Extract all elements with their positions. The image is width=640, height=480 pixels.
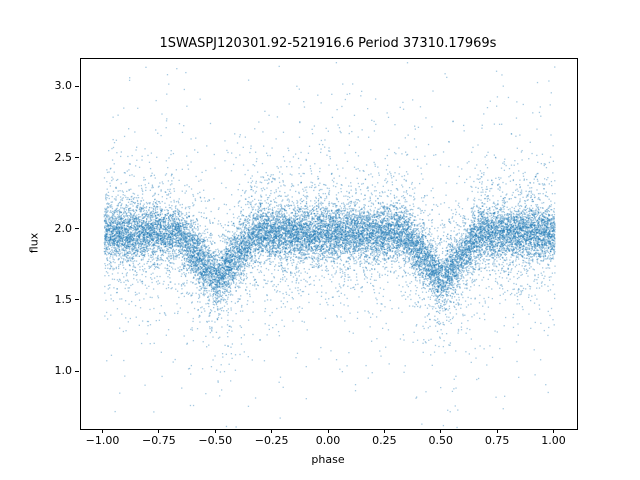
y-tick-label: 1.5 bbox=[54, 292, 73, 306]
x-tick-label: −1.00 bbox=[85, 434, 120, 447]
y-axis-label: flux bbox=[27, 232, 41, 254]
x-tick-mark bbox=[383, 429, 385, 433]
y-tick-mark bbox=[75, 85, 79, 87]
x-tick-mark bbox=[158, 429, 160, 433]
scatter-points-canvas bbox=[81, 59, 577, 429]
x-tick-mark bbox=[271, 429, 273, 433]
x-tick-label: 1.00 bbox=[541, 434, 566, 447]
y-tick-mark bbox=[75, 370, 79, 372]
x-tick-label: −0.25 bbox=[254, 434, 289, 447]
x-tick-label: 0.25 bbox=[372, 434, 397, 447]
y-tick-mark bbox=[75, 228, 79, 230]
plot-area bbox=[80, 58, 578, 430]
x-tick-mark bbox=[496, 429, 498, 433]
y-tick-mark bbox=[75, 299, 79, 301]
x-tick-label: 0.50 bbox=[428, 434, 453, 447]
x-tick-mark bbox=[440, 429, 442, 433]
x-tick-mark bbox=[102, 429, 104, 433]
x-tick-mark bbox=[214, 429, 216, 433]
y-tick-label: 1.0 bbox=[54, 364, 73, 378]
x-tick-label: 0.00 bbox=[315, 434, 341, 447]
chart-title: 1SWASPJ120301.92-521916.6 Period 37310.1… bbox=[159, 36, 497, 51]
x-tick-mark bbox=[327, 429, 329, 433]
x-tick-label: 0.75 bbox=[484, 434, 510, 447]
y-tick-label: 2.5 bbox=[54, 150, 73, 164]
y-tick-mark bbox=[75, 157, 79, 159]
x-tick-mark bbox=[552, 429, 554, 433]
x-axis-label: phase bbox=[311, 453, 345, 466]
y-tick-label: 3.0 bbox=[54, 79, 73, 93]
x-tick-label: −0.75 bbox=[142, 434, 176, 447]
x-tick-label: −0.50 bbox=[198, 434, 233, 447]
y-tick-label: 2.0 bbox=[54, 221, 73, 235]
